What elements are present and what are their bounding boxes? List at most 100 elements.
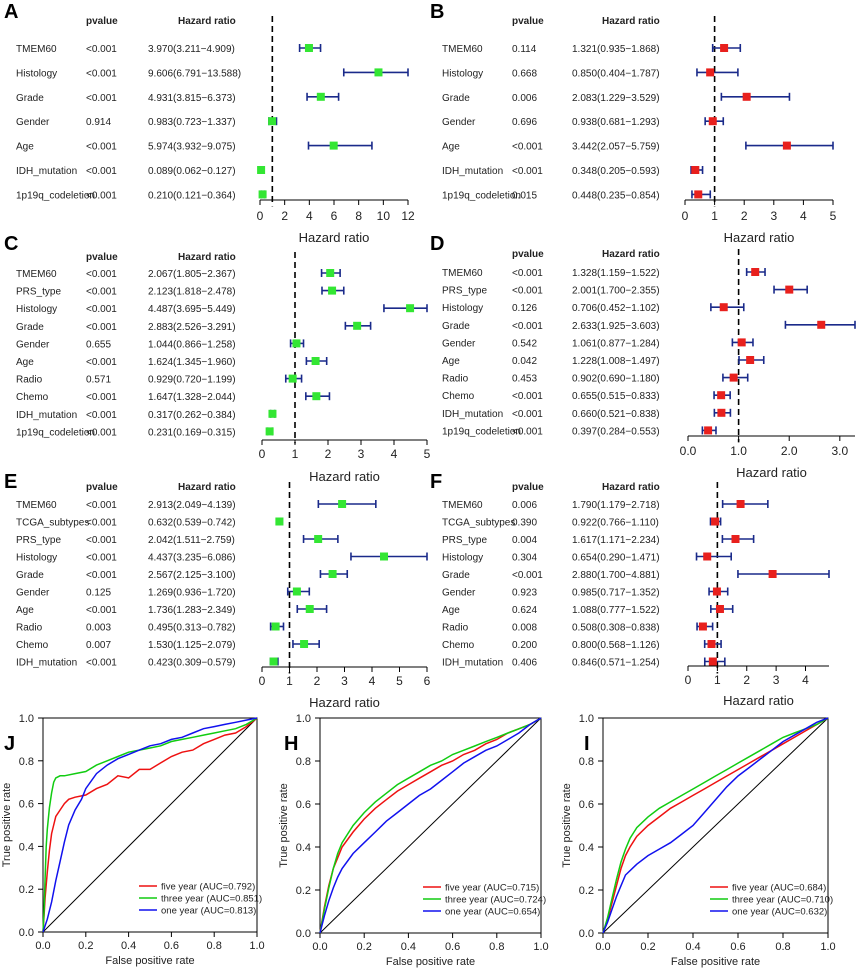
- variable-label: TMEM60: [16, 44, 57, 55]
- legend-label: one year (AUC=0.632): [732, 907, 827, 918]
- x-tick-label: 4: [800, 209, 807, 223]
- hr-marker: [305, 605, 314, 613]
- pvalue-cell: 0.406: [512, 658, 537, 669]
- x-tick-label: 0: [259, 447, 266, 461]
- hazard-ratio-cell: 1.790(1.179−2.718): [572, 500, 660, 511]
- pvalue-cell: <0.001: [86, 190, 117, 201]
- x-tick-label: 1.0: [249, 940, 264, 952]
- hr-marker: [265, 427, 274, 436]
- pvalue-cell: 0.042: [512, 356, 537, 367]
- pvalue-cell: 0.914: [86, 117, 111, 128]
- hazard-ratio-cell: 1.269(0.936−1.720): [148, 588, 236, 599]
- variable-label: TCGA_subtypes: [442, 518, 515, 529]
- x-tick-label: 3: [358, 447, 365, 461]
- variable-label: Age: [442, 356, 460, 367]
- roc-curve-three-year: [602, 717, 829, 934]
- hr-marker: [719, 303, 728, 312]
- variable-label: IDH_mutation: [16, 658, 77, 669]
- pvalue-cell: <0.001: [512, 286, 543, 297]
- pvalue-cell: 0.015: [512, 190, 537, 201]
- variable-label: PRS_type: [442, 286, 487, 297]
- variable-label: Grade: [16, 570, 44, 581]
- variable-label: Histology: [16, 68, 57, 79]
- roc-curve-five-year: [602, 717, 829, 934]
- variable-label: Chemo: [16, 640, 49, 651]
- y-tick-label: 0.2: [19, 884, 34, 896]
- x-tick-label: 2: [325, 447, 332, 461]
- roc-curve-three-year: [42, 717, 258, 933]
- roc-curve-one-year: [602, 717, 829, 934]
- x-tick-label: 12: [401, 209, 415, 223]
- hazard-ratio-cell: 2.001(1.700−2.355): [572, 286, 660, 297]
- hazard-ratio-cell: 0.231(0.169−0.315): [148, 427, 236, 438]
- pvalue-cell: 0.114: [512, 44, 537, 55]
- hazard-ratio-cell: 2.042(1.511−2.759): [148, 535, 235, 546]
- x-axis-title: Hazard ratio: [309, 469, 380, 484]
- x-tick-label: 4: [391, 447, 398, 461]
- hazard-ratio-cell: 2.883(2.526−3.291): [148, 322, 236, 333]
- pvalue-cell: 0.006: [512, 93, 537, 104]
- hazard-ratio-cell: 0.846(0.571−1.254): [572, 658, 660, 669]
- variable-label: Grade: [442, 321, 470, 332]
- pvalue-cell: <0.001: [86, 570, 117, 581]
- panel-label: I: [584, 733, 590, 755]
- pvalue-header: pvalue: [86, 16, 118, 27]
- variable-label: TCGA_subtypes: [16, 518, 89, 529]
- hazard-ratio-cell: 1.530(1.125−2.079): [148, 640, 236, 651]
- y-axis-title: True positive rate: [1, 783, 13, 868]
- legend-label: five year (AUC=0.715): [445, 883, 539, 894]
- x-tick-label: 6: [424, 674, 431, 688]
- x-tick-label: 0.4: [401, 941, 416, 953]
- variable-label: Histology: [442, 68, 483, 79]
- variable-label: Radio: [16, 375, 43, 386]
- hr-marker: [374, 68, 383, 77]
- hazard-ratio-cell: 0.985(0.717−1.352): [572, 588, 660, 599]
- pvalue-cell: <0.001: [86, 427, 117, 438]
- y-tick-label: 0.4: [19, 841, 34, 853]
- pvalue-cell: <0.001: [86, 392, 117, 403]
- hr-marker: [742, 92, 751, 101]
- hr-marker: [300, 640, 309, 648]
- x-tick-label: 2: [741, 209, 748, 223]
- x-tick-label: 0: [682, 209, 689, 223]
- pvalue-cell: <0.001: [512, 142, 543, 153]
- x-tick-label: 3: [770, 209, 777, 223]
- hazard-ratio-cell: 4.931(3.815−6.373): [148, 93, 236, 104]
- hazard-ratio-cell: 0.660(0.521−0.838): [572, 409, 660, 420]
- pvalue-header: pvalue: [512, 249, 544, 260]
- y-tick-label: 0.8: [296, 756, 311, 768]
- x-axis-title: Hazard ratio: [299, 230, 370, 245]
- hazard-ratio-header: Hazard ratio: [178, 252, 236, 263]
- roc-curve-five-year: [42, 717, 258, 933]
- pvalue-cell: 0.125: [86, 588, 111, 599]
- pvalue-cell: 0.004: [512, 535, 537, 546]
- variable-label: Gender: [16, 117, 50, 128]
- y-tick-label: 0.0: [579, 928, 594, 940]
- x-tick-label: 0.4: [121, 940, 136, 952]
- hazard-ratio-cell: 0.495(0.313−0.782): [148, 623, 236, 634]
- hr-marker: [737, 338, 746, 347]
- pvalue-cell: <0.001: [86, 44, 117, 55]
- hazard-ratio-cell: 3.442(2.057−5.759): [572, 142, 660, 153]
- variable-label: Radio: [16, 623, 43, 634]
- x-tick-label: 1.0: [533, 941, 548, 953]
- variable-label: Age: [16, 142, 34, 153]
- hr-marker: [380, 552, 389, 561]
- hazard-ratio-header: Hazard ratio: [602, 482, 660, 493]
- hazard-ratio-cell: 0.850(0.404−1.787): [572, 68, 660, 79]
- hr-marker: [736, 500, 745, 508]
- variable-label: Age: [442, 142, 460, 153]
- hr-marker: [746, 356, 755, 364]
- pvalue-cell: 0.453: [512, 374, 537, 385]
- variable-label: Gender: [16, 339, 50, 350]
- hazard-ratio-cell: 0.655(0.515−0.833): [572, 391, 660, 402]
- hr-marker: [817, 320, 826, 329]
- hazard-ratio-cell: 1.328(1.159−1.522): [572, 268, 660, 279]
- x-tick-label: 0.8: [207, 940, 222, 952]
- pvalue-cell: <0.001: [86, 93, 117, 104]
- variable-label: TMEM60: [442, 500, 483, 511]
- hazard-ratio-cell: 0.317(0.262−0.384): [148, 410, 236, 421]
- variable-label: Radio: [442, 623, 469, 634]
